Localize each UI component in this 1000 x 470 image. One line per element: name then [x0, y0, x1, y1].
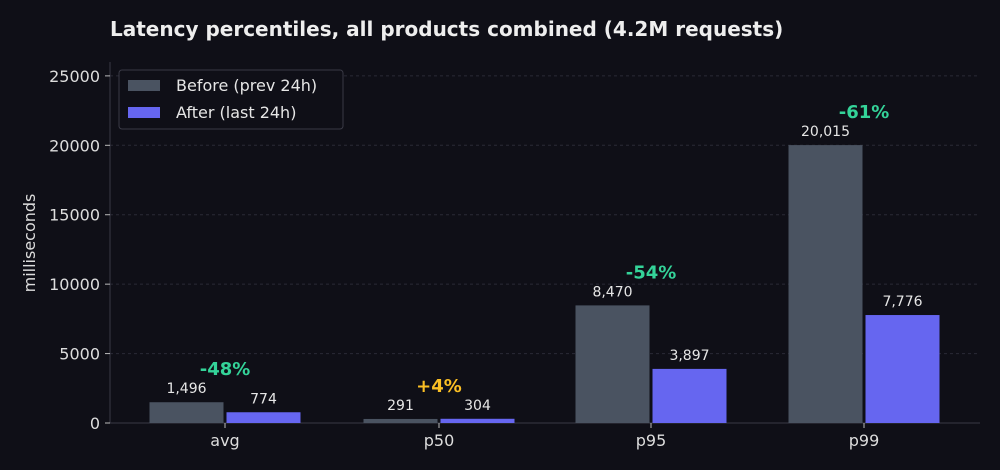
x-tick-label-p99: p99	[849, 431, 880, 450]
bar-before-p50	[363, 418, 438, 423]
legend: Before (prev 24h) After (last 24h)	[118, 69, 344, 130]
legend-box	[118, 69, 344, 130]
delta-annotation-p99: -61%	[839, 102, 890, 123]
y-tick-label: 10000	[49, 275, 100, 294]
y-tick-label: 0	[90, 414, 100, 433]
y-ticks: 0 5000 10000 15000 20000 25000	[49, 67, 110, 433]
bar-value-label: 3,897	[669, 348, 709, 364]
legend-swatch-before	[128, 80, 160, 91]
bar-after-avg	[226, 412, 301, 423]
x-ticks: avg p50 p95 p99	[210, 423, 879, 450]
bar-value-label: 774	[250, 391, 277, 407]
x-tick-label-p50: p50	[424, 431, 455, 450]
grid-lines	[110, 75, 980, 355]
bar-after-p95	[652, 368, 727, 423]
y-tick-label: 25000	[49, 67, 100, 86]
bars	[149, 145, 940, 423]
bar-after-p99	[865, 315, 940, 423]
bar-value-label: 8,470	[592, 284, 632, 300]
y-tick-label: 15000	[49, 206, 100, 225]
delta-annotation-p50: +4%	[416, 376, 462, 397]
data-labels: 1,496 291 8,470 20,015 774 304 3,897 7,776 -48% +…	[166, 102, 922, 414]
bar-value-label: 20,015	[801, 124, 850, 140]
legend-label-before: Before (prev 24h)	[176, 76, 317, 95]
y-axis-label: milliseconds	[20, 194, 39, 293]
bar-before-p99	[788, 145, 863, 423]
delta-annotation-p95: -54%	[626, 262, 677, 283]
y-tick-label: 5000	[59, 345, 100, 364]
bar-after-p50	[440, 418, 515, 423]
y-tick-label: 20000	[49, 136, 100, 155]
legend-swatch-after	[128, 107, 160, 118]
chart-title: Latency percentiles, all products combin…	[110, 17, 783, 41]
x-tick-label-p95: p95	[636, 431, 667, 450]
bar-value-label: 7,776	[882, 294, 922, 310]
x-tick-label-avg: avg	[210, 431, 239, 450]
delta-annotation-avg: -48%	[200, 359, 251, 380]
bar-before-p95	[575, 305, 650, 423]
bar-value-label: 1,496	[166, 381, 206, 397]
bar-before-avg	[149, 402, 224, 423]
bar-value-label: 291	[387, 398, 414, 414]
legend-label-after: After (last 24h)	[176, 103, 296, 122]
bar-value-label: 304	[464, 398, 491, 414]
